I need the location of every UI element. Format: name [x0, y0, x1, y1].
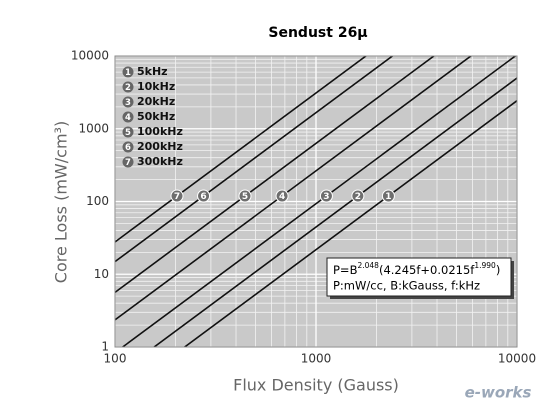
formula-part: (4.245f+0.0215f [379, 263, 475, 277]
line-marker [381, 189, 395, 203]
units: P:mW/cc, B:kGauss, f:kHz [333, 279, 480, 293]
legend-marker [122, 111, 134, 123]
line-marker [238, 189, 252, 203]
legend: 1 5kHz 2 10kHz 3 20kHz 4 50kHz 5 100kHz 6 200kHz 7 30… [122, 65, 183, 168]
legend-label: 5kHz [137, 65, 168, 78]
legend-marker-label: 1 [125, 68, 131, 78]
formula-box: P=B2.048(4.245f+0.0215f1.990) P:mW/cc, B… [326, 257, 514, 299]
x-tick-label: 100 [104, 352, 127, 366]
legend-label: 10kHz [137, 80, 175, 93]
legend-marker [122, 96, 134, 108]
y-axis-label: Core Loss (mW/cm³) [52, 121, 71, 283]
line-marker-label: 3 [323, 192, 329, 202]
line-marker [197, 189, 211, 203]
legend-marker-label: 4 [125, 113, 131, 123]
watermark: e-works [465, 384, 532, 402]
legend-marker-label: 5 [125, 128, 131, 138]
y-tick-label: 10000 [71, 49, 109, 63]
line-marker-label: 7 [174, 192, 180, 202]
line-marker [351, 189, 365, 203]
series-line [121, 56, 517, 347]
series-line [115, 56, 436, 293]
line-marker-label: 4 [279, 192, 285, 202]
formula-exponent: 1.990 [474, 261, 496, 270]
legend-marker [122, 81, 134, 93]
line-marker-label: 6 [200, 192, 206, 202]
line-marker [170, 189, 184, 203]
chart-title: Sendust 26μ [268, 25, 367, 41]
line-marker [275, 189, 289, 203]
series-line [115, 56, 394, 263]
legend-marker-label: 6 [125, 143, 131, 153]
legend-marker [122, 126, 134, 138]
y-tick-label: 10 [94, 267, 109, 281]
box [326, 257, 512, 297]
formula: P=B2.048(4.245f+0.0215f1.990) [333, 261, 500, 277]
series-line [183, 100, 517, 347]
x-tick-label: 10000 [498, 352, 536, 366]
legend-marker-label: 3 [125, 98, 131, 108]
legend-label: 50kHz [137, 110, 175, 123]
legend-label: 100kHz [137, 125, 183, 138]
legend-marker-label: 2 [125, 83, 131, 93]
formula-part: ) [496, 263, 501, 277]
line-marker-label: 5 [242, 192, 248, 202]
formula-exponent: 2.048 [357, 261, 379, 270]
plot-frame [114, 55, 518, 348]
x-axis-label: Flux Density (Gauss) [233, 376, 399, 395]
line-marker-label: 2 [355, 192, 361, 202]
y-tick-label: 1000 [78, 121, 109, 135]
series-line [152, 77, 517, 347]
legend-label: 20kHz [137, 95, 175, 108]
legend-label: 200kHz [137, 140, 183, 153]
x-tick-label: 1000 [301, 352, 332, 366]
legend-label: 300kHz [137, 155, 183, 168]
y-tick-label: 1 [101, 340, 109, 354]
legend-marker [122, 156, 134, 168]
legend-marker-label: 7 [125, 158, 131, 168]
formula-part: P=B [333, 263, 358, 277]
line-marker [319, 189, 333, 203]
line-marker-label: 1 [385, 192, 391, 202]
y-tick-label: 100 [86, 194, 109, 208]
series-line [115, 56, 473, 321]
legend-marker [122, 66, 134, 78]
legend-marker [122, 141, 134, 153]
